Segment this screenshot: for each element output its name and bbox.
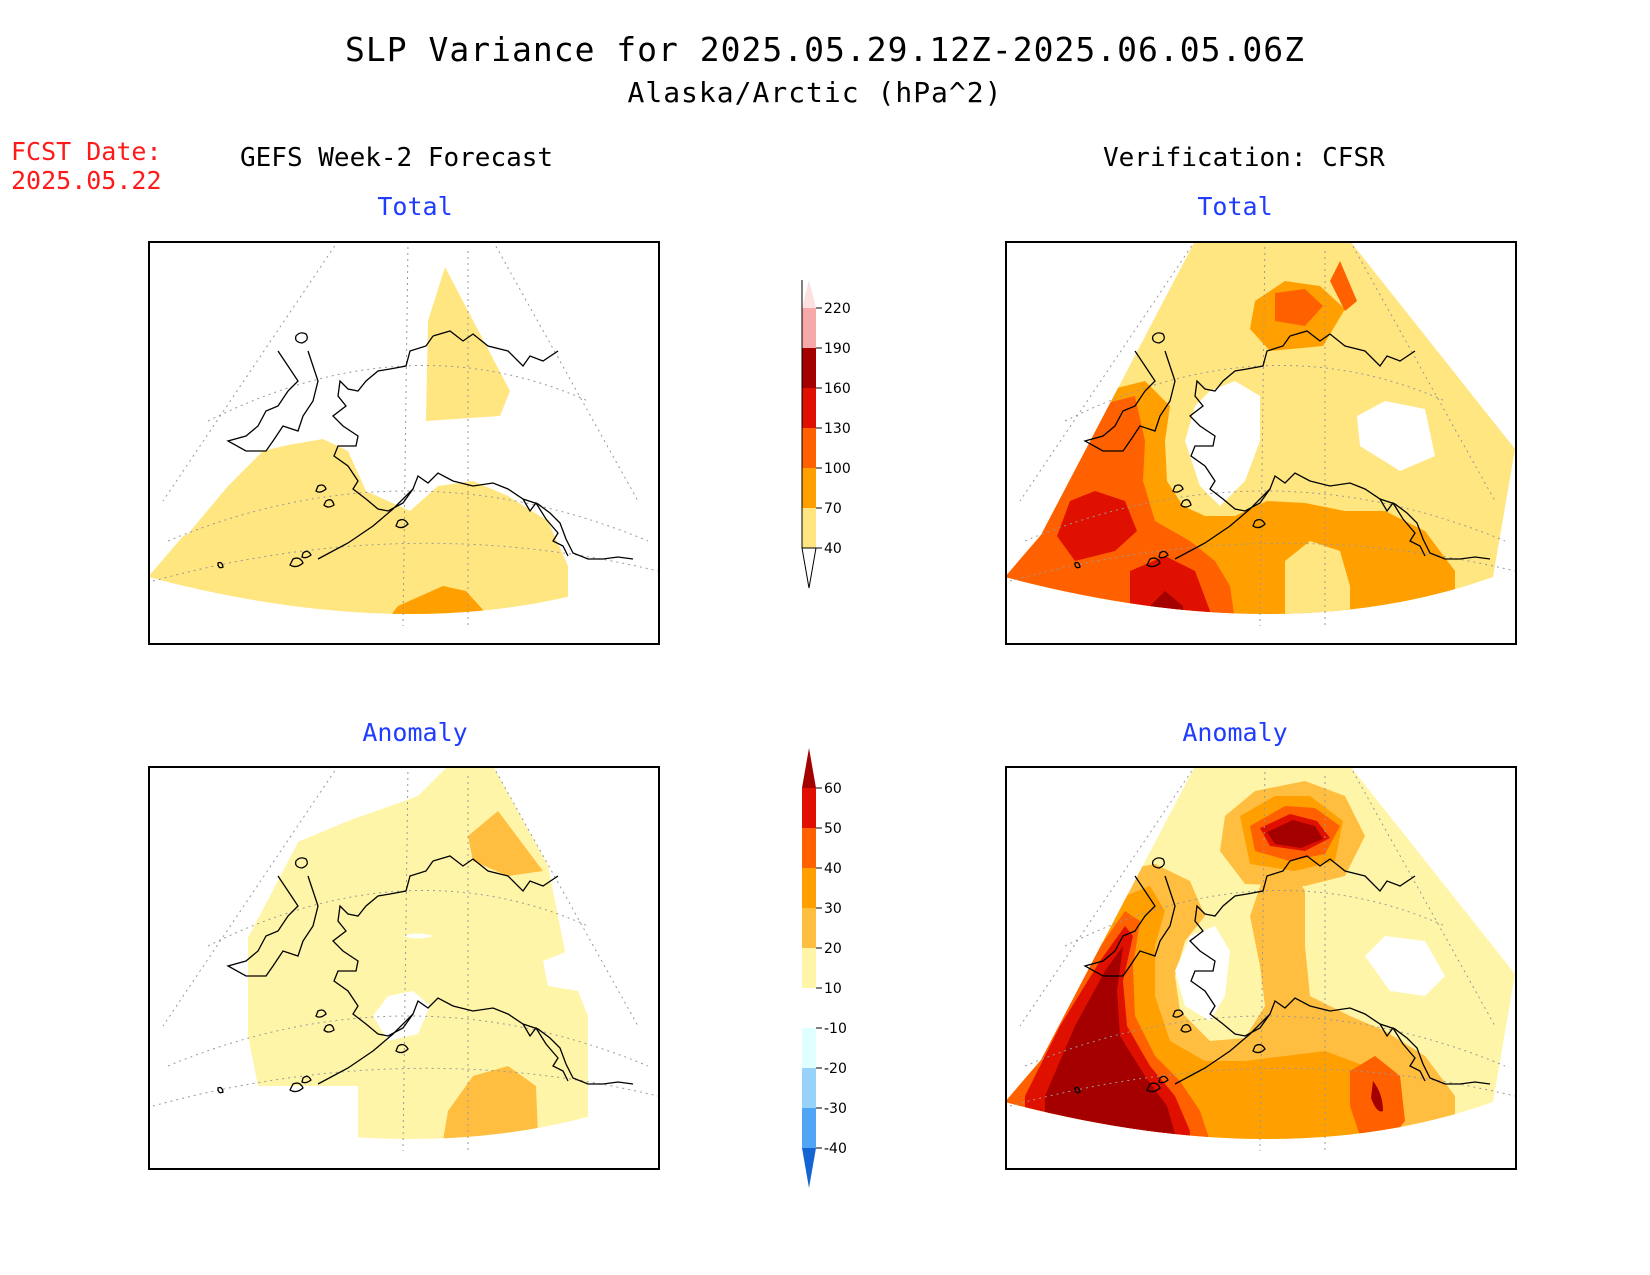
shading-anomaly-above-60 [1045,946,1177,1139]
colorbar-total: 220 190 160 130 100 70 40 [790,280,880,614]
panel-title-forecast-total: Total [377,192,453,221]
shading-variance-160-190 [1140,591,1185,614]
colorbar-anomaly-box [802,868,816,908]
shading-anomaly-neutral [1365,936,1445,996]
shading-variance-70-100 [363,586,493,614]
shading-variance-40-70 [426,267,510,421]
shading-anomaly-above-60 [1371,1081,1383,1112]
shading-anomaly-20-30 [468,811,543,876]
shading-anomaly-neutral [403,933,433,939]
forecast-date-label: FCST Date: [11,137,162,166]
colorbar-anomaly-top-arrow [802,748,816,788]
map-forecast-anomaly [148,766,660,1170]
shading-variance-130-160 [1057,491,1137,561]
map-verification-total [1005,241,1517,645]
colorbar-anomaly: 60 50 40 30 20 10 -10 -20 -30 -40 [790,748,880,1202]
colorbar-anomaly-box [802,1068,816,1108]
colorbar-total-box [802,428,816,468]
colorbar-total-box [802,348,816,388]
colorbar-anomaly-tick-label: 10 [824,981,842,997]
colorbar-anomaly-box [802,1028,816,1068]
shading-anomaly-above-60 [1267,820,1323,848]
shading-variance-40-70 [148,439,568,614]
shading-below-40 [1357,401,1435,471]
colorbar-total-bottom-tail [801,547,817,589]
colorbar-anomaly-box [802,988,816,1028]
colorbar-anomaly-tick-label: -30 [824,1101,847,1117]
colorbar-anomaly-box [802,908,816,948]
map-verification-anomaly [1005,766,1517,1170]
colorbar-anomaly-tick-label: 30 [824,901,842,917]
figure-title: SLP Variance for 2025.05.29.12Z-2025.06.… [345,30,1305,69]
colorbar-total-tick-label: 100 [824,461,851,477]
colorbar-total-box [802,308,816,348]
colorbar-anomaly-tick-label: 50 [824,821,842,837]
colorbar-anomaly-box [802,788,816,828]
colorbar-anomaly-tick-label: -40 [824,1141,847,1157]
colorbar-total-tick-label: 130 [824,421,851,437]
forecast-date-value: 2025.05.22 [11,166,162,195]
colorbar-anomaly-tick-label: 20 [824,941,842,957]
figure-subtitle: Alaska/Arctic (hPa^2) [627,76,1003,109]
colorbar-total-box [802,468,816,508]
shading-below-40 [1185,381,1260,506]
colorbar-anomaly-tick-label: -20 [824,1061,847,1077]
colorbar-total-tick-label: 70 [824,501,842,517]
colorbar-total-tick-label: 40 [824,541,842,557]
colorbar-anomaly-tick-label: 60 [824,781,842,797]
colorbar-anomaly-box [802,828,816,868]
colorbar-total-tick-label: 160 [824,381,851,397]
map-forecast-total [148,241,660,645]
shading-variance-40-70 [1285,541,1350,614]
colorbar-total-box [802,508,816,548]
colorbar-total-tick-label: 220 [824,301,851,317]
colorbar-anomaly-bottom-arrow [802,1148,816,1188]
colorbar-anomaly-box [802,1108,816,1148]
forecast-column-heading: GEFS Week-2 Forecast [240,143,554,173]
shading-anomaly-10-20 [248,766,588,1139]
panel-title-forecast-anomaly: Anomaly [362,718,468,747]
shading-variance-100-130 [1275,289,1323,326]
verification-column-heading: Verification: CFSR [1103,143,1385,173]
colorbar-anomaly-box [802,948,816,988]
colorbar-total-top-tail [802,280,816,308]
shading-anomaly-neutral [543,951,593,991]
colorbar-anomaly-tick-label: 40 [824,861,842,877]
colorbar-total-box [802,388,816,428]
shading-anomaly-20-30 [438,1066,538,1139]
panel-title-verification-total: Total [1197,192,1273,221]
shading-variance-100-130 [1330,261,1357,311]
colorbar-total-tick-label: 190 [824,341,851,357]
colorbar-anomaly-tick-label: -10 [824,1021,847,1037]
shading-anomaly-neutral [1175,926,1230,1021]
panel-title-verification-anomaly: Anomaly [1182,718,1288,747]
